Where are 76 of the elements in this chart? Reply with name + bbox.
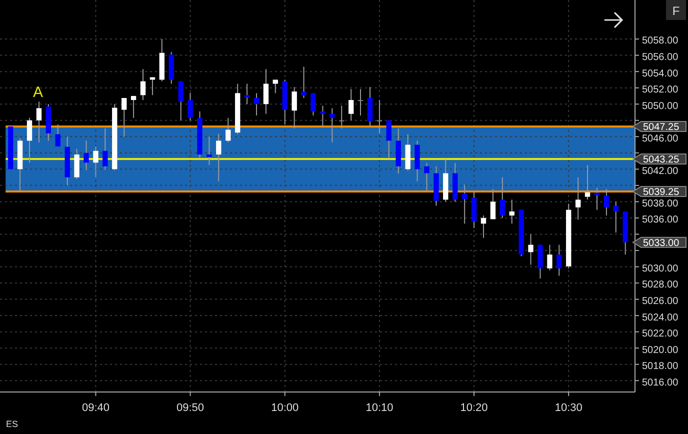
candlestick <box>584 164 590 200</box>
candlestick <box>575 176 581 220</box>
y-tick-label: 5050.00 <box>642 100 679 112</box>
x-tick-label: 09:40 <box>82 402 110 414</box>
y-tick-label: 5052.00 <box>642 84 679 96</box>
candlestick <box>386 120 392 160</box>
y-tick-label: 5046.00 <box>642 133 679 144</box>
y-tick-label: 5016.00 <box>642 377 679 388</box>
candlestick <box>471 192 477 229</box>
y-tick-label: 5020.00 <box>642 344 679 356</box>
annotation: A <box>32 84 44 101</box>
candlestick <box>480 215 486 238</box>
candlestick <box>254 92 260 116</box>
candlestick <box>547 244 552 271</box>
candlestick <box>424 162 430 191</box>
candlestick <box>367 86 373 127</box>
y-tick-label: 5054.00 <box>642 68 679 80</box>
candlestick <box>226 117 231 143</box>
candlestick <box>206 136 212 166</box>
y-tick-label: 5024.00 <box>642 312 679 324</box>
candlestick <box>538 244 543 280</box>
candlestick <box>216 133 222 182</box>
text: F <box>672 4 680 18</box>
candlestick <box>272 79 278 94</box>
y-tick-label: 5036.00 <box>642 214 679 226</box>
candlestick <box>93 146 98 178</box>
candlestick <box>55 124 60 147</box>
candlestick <box>528 234 534 266</box>
candlestick <box>594 187 600 210</box>
x-tick-label: 10:30 <box>554 402 582 414</box>
y-tick-label: 5018.00 <box>642 361 679 372</box>
candlestick <box>509 199 514 224</box>
candlestick <box>26 117 32 164</box>
candlestick <box>244 83 250 105</box>
candlestick <box>301 66 306 98</box>
candlestick <box>130 95 136 118</box>
y-tick-label: 5038.00 <box>642 198 679 210</box>
candlestick <box>320 105 326 127</box>
candlestick <box>84 140 89 171</box>
candlestick <box>348 88 354 121</box>
y-tick-label: 5028.00 <box>642 280 679 291</box>
candlestick <box>500 176 505 218</box>
x-tick-label: 10:00 <box>271 402 299 414</box>
candlestick <box>613 201 618 234</box>
y-tick-label: 5056.00 <box>642 52 679 64</box>
candlestick <box>604 188 610 216</box>
candlestick <box>310 92 316 116</box>
y-tick-label: 5026.00 <box>642 296 679 307</box>
ref-line-label: 5043.25 <box>643 154 680 166</box>
candlestick <box>376 100 382 134</box>
y-tick-label: 5022.00 <box>642 328 679 340</box>
x-tick-label: 09:50 <box>176 402 204 414</box>
y-tick-label: 5058.00 <box>642 36 679 47</box>
candlestick <box>102 128 108 170</box>
y-tick-label: 5030.00 <box>642 263 679 274</box>
candlestick <box>556 244 562 276</box>
candlestick <box>263 68 269 114</box>
candlestick <box>490 188 496 220</box>
ref-line-label: 5039.25 <box>643 187 680 198</box>
y-tick-label: 5042.00 <box>642 166 679 177</box>
candlestick <box>36 101 42 143</box>
candlestick <box>339 105 344 129</box>
x-tick-label: 10:10 <box>366 402 394 414</box>
candlestick <box>140 68 146 101</box>
text: 5033.00 <box>643 238 680 249</box>
text: ES <box>6 419 18 429</box>
ref-line-label: 5047.25 <box>643 122 680 133</box>
candlestick <box>330 108 335 143</box>
candlestick <box>74 148 80 180</box>
candlestick <box>292 86 297 129</box>
candlestick <box>358 88 364 116</box>
candlestick <box>178 80 184 121</box>
candlestick <box>462 184 468 224</box>
candlestick <box>188 92 193 121</box>
x-tick-label: 10:20 <box>460 402 488 414</box>
candlestick <box>122 98 127 138</box>
